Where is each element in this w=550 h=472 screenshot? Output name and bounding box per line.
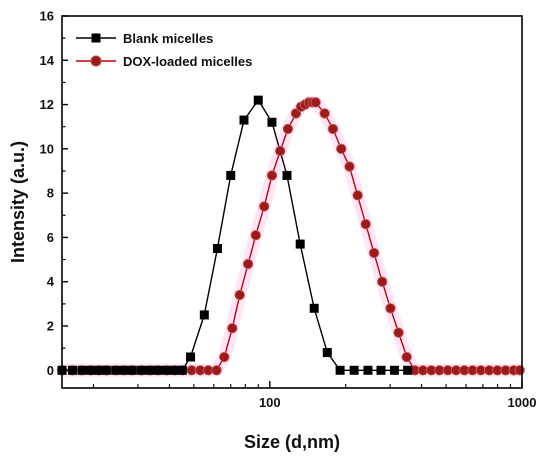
data-point-dox: [211, 365, 222, 376]
data-point-dox: [368, 247, 380, 259]
data-point-dox: [266, 170, 278, 181]
y-tick-label: 4: [47, 274, 55, 289]
data-point-dox: [376, 276, 388, 287]
legend: Blank micelles DOX-loaded micelles: [76, 31, 252, 69]
data-point-dox: [242, 258, 254, 270]
data-point-dox: [275, 145, 286, 157]
data-point-blank: [322, 348, 332, 358]
data-point-dox: [327, 123, 339, 135]
data-point-blank: [295, 239, 305, 249]
y-tick-label: 14: [40, 53, 55, 68]
data-point-blank: [127, 365, 137, 375]
data-point-blank: [101, 365, 111, 375]
series-line-dox: [62, 101, 520, 371]
data-point-blank: [335, 365, 345, 375]
data-point-blank: [267, 117, 277, 127]
data-point-blank: [67, 365, 77, 375]
data-point-dox: [310, 97, 321, 108]
data-point-dox: [514, 365, 525, 376]
y-tick-label: 12: [40, 97, 54, 112]
legend-item-dox: DOX-loaded micelles: [76, 54, 252, 69]
data-point-dox: [319, 108, 330, 119]
data-point-dox: [234, 289, 245, 301]
data-point-blank: [239, 115, 249, 125]
data-point-blank: [94, 365, 104, 375]
data-point-blank: [177, 365, 187, 375]
y-tick-label: 2: [47, 319, 54, 334]
data-point-blank: [282, 170, 292, 180]
data-point-dox: [344, 161, 355, 172]
data-point-blank: [77, 365, 87, 375]
data-point-dox: [336, 143, 347, 155]
axis-layer: 0 2 4 6 8 10 12 14 16 100 1000: [40, 9, 537, 411]
legend-marker-dox: [90, 55, 102, 67]
y-tick-label: 0: [47, 363, 54, 378]
legend-item-blank: Blank micelles: [76, 31, 213, 46]
y-tick-label: 6: [47, 230, 54, 245]
legend-label-dox: DOX-loaded micelles: [123, 54, 252, 69]
data-point-blank: [389, 365, 399, 375]
x-tick-label: 1000: [508, 395, 537, 410]
legend-label-blank: Blank micelles: [123, 31, 213, 46]
data-point-blank: [153, 365, 163, 375]
data-point-blank: [119, 365, 129, 375]
data-point-dox: [250, 230, 261, 241]
y-tick-label: 8: [47, 186, 54, 201]
plot-frame: [61, 15, 523, 389]
data-point-dox: [282, 123, 294, 135]
data-point-blank: [349, 365, 359, 375]
x-axis-title: Size (d,nm): [244, 432, 340, 452]
data-point-dox: [219, 351, 230, 363]
data-point-blank: [403, 365, 413, 375]
series-glow-dox: [62, 95, 521, 377]
data-point-blank: [162, 365, 172, 375]
data-point-dox: [352, 190, 363, 201]
data-point-blank: [253, 95, 263, 105]
legend-marker-blank: [91, 33, 101, 43]
data-point-dox: [393, 327, 404, 338]
data-point-blank: [137, 365, 147, 375]
data-point-blank: [212, 244, 222, 253]
data-point-dox: [360, 218, 371, 230]
data-point-dox: [186, 365, 197, 376]
data-point-dox: [401, 351, 412, 363]
data-point-dox: [258, 201, 270, 212]
data-point-dox: [227, 323, 238, 334]
data-point-blank: [111, 365, 121, 375]
data-point-dox: [385, 303, 396, 314]
data-point-blank: [145, 365, 155, 375]
data-point-blank: [363, 365, 373, 375]
data-point-blank: [170, 365, 180, 375]
y-tick-label: 10: [40, 141, 54, 156]
data-point-blank: [376, 365, 386, 375]
y-tick-label: 16: [40, 9, 54, 24]
data-point-blank: [309, 303, 319, 313]
data-point-blank: [199, 310, 209, 320]
y-axis-title: Intensity (a.u.): [8, 141, 28, 263]
series-layer: [56, 95, 525, 377]
data-point-blank: [226, 170, 236, 180]
data-point-blank: [186, 352, 196, 362]
data-point-blank: [86, 365, 96, 375]
x-tick-label: 100: [259, 395, 281, 410]
